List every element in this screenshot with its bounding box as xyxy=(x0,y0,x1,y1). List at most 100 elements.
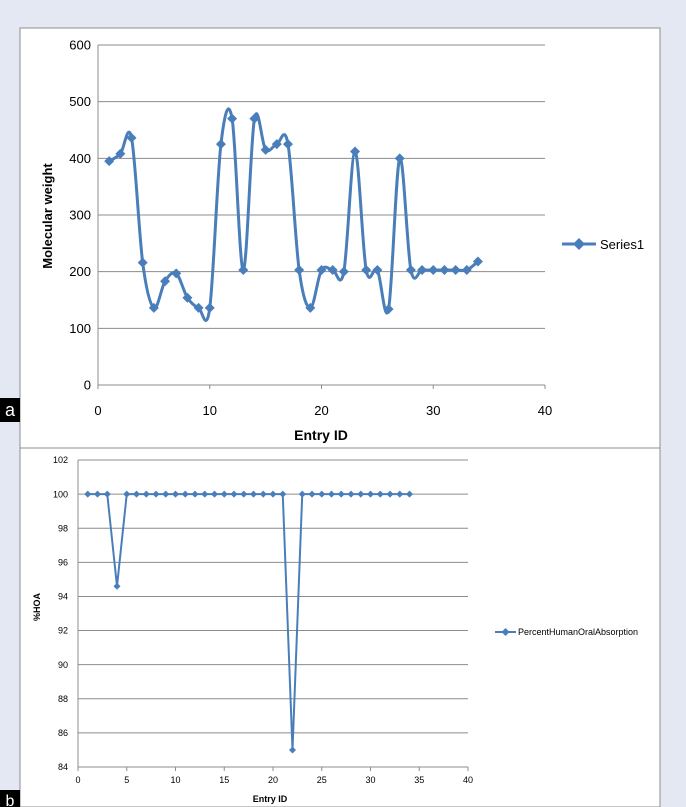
panel-b-series xyxy=(84,490,413,754)
panel-a-data-point xyxy=(361,264,372,275)
panel-b-data-point xyxy=(298,490,306,498)
panel-b-legend-label: PercentHumanOralAbsorption xyxy=(518,627,638,637)
panel-a-x-tick-label: 20 xyxy=(314,403,328,418)
panel-b-data-point xyxy=(328,490,335,498)
panel-b-data-point xyxy=(220,490,228,498)
panel-a-x-axis-title: Entry ID xyxy=(294,427,348,443)
panel-a-data-point xyxy=(372,264,383,275)
panel-b-x-ticks: 0 5 10 15 20 25 30 35 40 xyxy=(75,767,473,785)
panel-a-data-point xyxy=(350,146,361,157)
panel-a-y-tick-label: 400 xyxy=(69,151,91,166)
panel-a-data-point xyxy=(227,113,238,124)
panel-a-data-point xyxy=(193,302,204,313)
panel-b-data-point xyxy=(337,490,345,498)
panel-a-data-point xyxy=(204,302,215,313)
panel-b-x-tick-label: 40 xyxy=(463,775,473,785)
panel-a-data-point xyxy=(338,266,349,277)
panel-b-data-point xyxy=(103,490,111,498)
panel-b-data-point xyxy=(133,490,140,498)
panel-a-data-point xyxy=(294,264,305,275)
panel-a-x-tick-label: 40 xyxy=(538,403,552,418)
panel-a-data-point xyxy=(417,264,428,275)
panel-a-x-ticks: 0 10 20 30 40 xyxy=(94,385,552,418)
panel-b-y-axis-title: %HOA xyxy=(32,593,42,622)
panel-a-data-point xyxy=(115,148,126,159)
panel-b-data-point xyxy=(152,490,160,498)
panel-a-grid xyxy=(97,44,545,386)
panel-a-label-tag: a xyxy=(0,398,20,422)
panel-b-label-bg xyxy=(0,790,20,807)
panel-b-y-tick-label: 102 xyxy=(53,455,68,465)
panel-b-x-tick-label: 30 xyxy=(365,775,375,785)
panel-a-chart: 0 100 200 300 400 500 600 0 10 20 30 40 Molecular … xyxy=(0,27,661,449)
panel-a-data-point xyxy=(148,302,159,313)
panel-b-data-point xyxy=(367,490,374,498)
panel-a-y-tick-label: 500 xyxy=(69,94,91,109)
panel-b-label: b xyxy=(6,793,15,807)
panel-a-legend: Series1 xyxy=(562,237,644,252)
panel-a-data-point xyxy=(439,264,450,275)
panel-a-data-point xyxy=(450,264,461,275)
panel-a-data-point xyxy=(282,139,293,150)
panel-b-data-point xyxy=(318,490,326,498)
panel-a-label-bg xyxy=(0,398,20,422)
panel-b-data-point xyxy=(250,490,257,498)
panel-b-x-tick-label: 25 xyxy=(317,775,327,785)
panel-b-data-point xyxy=(211,490,218,498)
panel-b-frame xyxy=(19,447,661,807)
panel-b-x-tick-label: 0 xyxy=(75,775,80,785)
panel-b-y-tick-label: 98 xyxy=(58,523,68,533)
panel-a-label: a xyxy=(5,400,16,420)
panel-b-data-point xyxy=(181,490,189,498)
panel-b-y-ticks: 84 86 88 90 92 94 96 98 100 102 xyxy=(53,455,68,772)
panel-b-data-point xyxy=(201,490,209,498)
panel-a-data-point xyxy=(215,139,226,150)
panel-a-y-ticks: 0 100 200 300 400 500 600 xyxy=(69,38,91,393)
panel-a-data-point xyxy=(327,264,338,275)
panel-b-data-point xyxy=(308,490,316,498)
panel-a-y-tick-label: 100 xyxy=(69,321,91,336)
panel-a-data-point xyxy=(104,156,115,167)
panel-b-y-tick-label: 94 xyxy=(58,592,68,602)
panel-b-legend: PercentHumanOralAbsorption xyxy=(495,627,638,637)
panel-a-data-point xyxy=(405,264,416,275)
panel-a-y-tick-label: 200 xyxy=(69,264,91,279)
panel-b-data-point xyxy=(357,490,365,498)
panel-b-data-point xyxy=(84,490,92,498)
panel-a-data-point xyxy=(260,144,271,155)
panel-a-data-point xyxy=(160,276,171,287)
panel-b-legend-marker xyxy=(501,628,510,636)
panel-a-data-point xyxy=(171,268,182,279)
panel-a-data-point xyxy=(126,132,137,143)
panel-a-x-tick-label: 10 xyxy=(203,403,217,418)
panel-b-data-point xyxy=(396,490,404,498)
panel-a-data-point xyxy=(461,264,472,275)
panel-a-frame xyxy=(19,27,661,449)
panel-a-y-tick-label: 600 xyxy=(69,38,91,53)
panel-a-y-tick-label: 300 xyxy=(69,208,91,223)
panel-b-y-tick-label: 88 xyxy=(58,694,68,704)
panel-a-data-point xyxy=(137,257,148,268)
panel-b-data-point xyxy=(240,490,248,498)
panel-a-data-point xyxy=(383,304,394,315)
panel-b-data-point xyxy=(347,490,355,498)
panel-a-data-point xyxy=(271,139,282,150)
panel-b-data-point xyxy=(269,490,277,498)
panel-a-legend-marker xyxy=(573,238,585,250)
panel-b-data-point xyxy=(123,490,131,498)
panel-b-data-point xyxy=(259,490,267,498)
panel-a-series xyxy=(104,107,483,322)
panel-b-label-tag: b xyxy=(0,790,20,807)
panel-a-x-tick-label: 0 xyxy=(94,403,101,418)
panel-b-data-point xyxy=(230,490,238,498)
panel-b-data-point xyxy=(113,582,121,590)
panel-b-y-tick-label: 84 xyxy=(58,762,68,772)
panel-b-y-tick-label: 90 xyxy=(58,660,68,670)
panel-a-data-point xyxy=(249,113,260,124)
panel-a-data-point xyxy=(316,264,327,275)
panel-a-data-point xyxy=(305,302,316,313)
panel-b-data-point xyxy=(162,490,170,498)
panel-b-x-tick-label: 5 xyxy=(124,775,129,785)
